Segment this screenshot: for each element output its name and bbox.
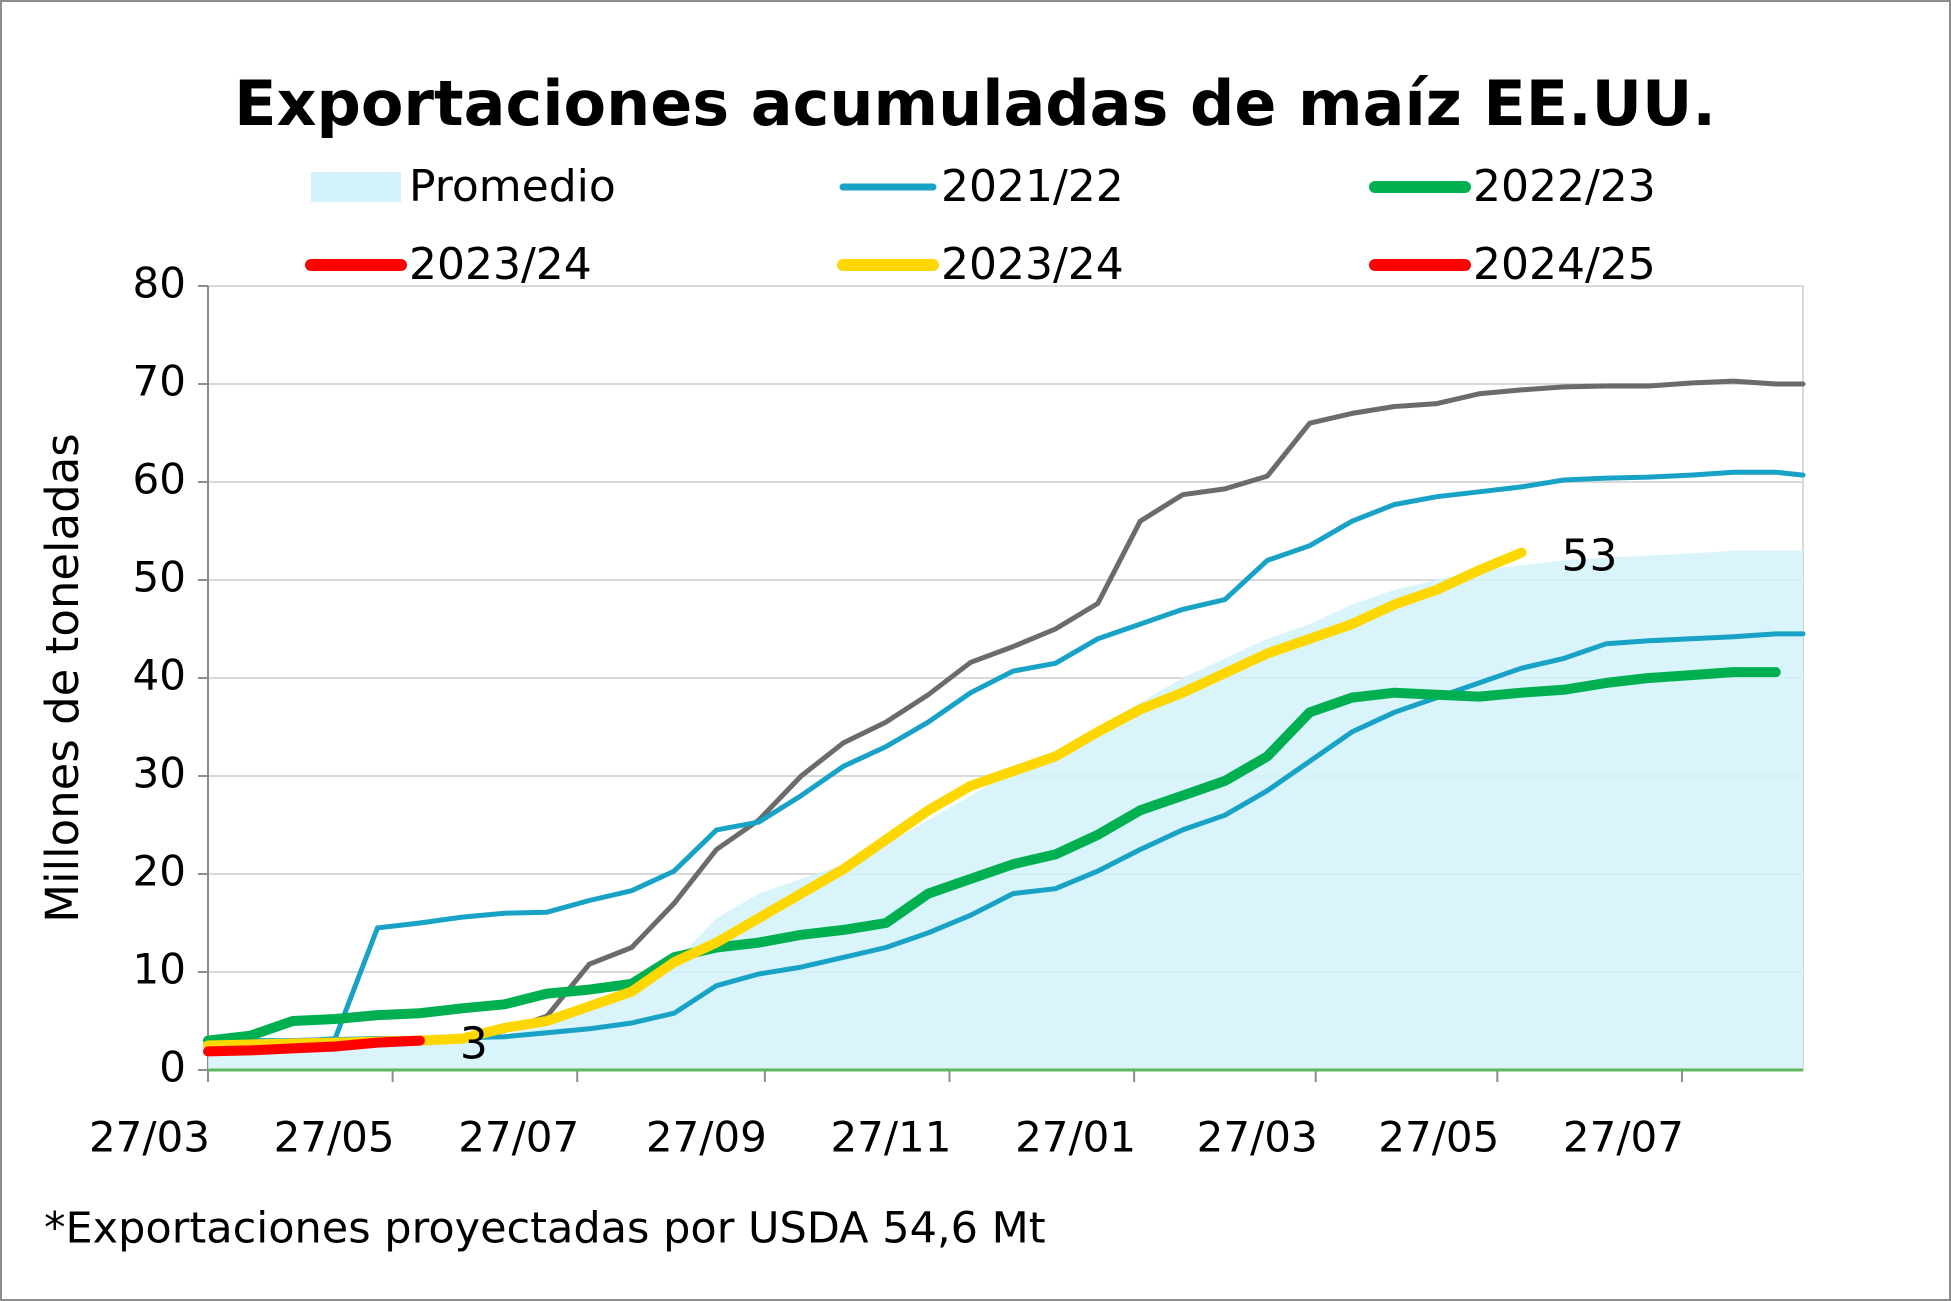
y-axis-label: Millones de toneladas (36, 433, 89, 922)
line (203, 547, 1527, 1051)
legend-label: 2021/22 (941, 161, 1124, 212)
legend-swatch (311, 172, 401, 202)
x-tick-label: 27/01 (1015, 1113, 1136, 1162)
line (205, 469, 1806, 1048)
x-tick-label: 27/11 (830, 1113, 951, 1162)
area (208, 550, 1803, 1070)
y-tick-label: 50 (133, 553, 186, 602)
legend-label: Promedio (409, 161, 616, 212)
y-tick-label: 0 (159, 1043, 186, 1092)
line (203, 1035, 425, 1057)
legend-label: 2022/23 (1473, 161, 1656, 212)
legend-label: 2024/25 (1473, 239, 1656, 290)
value-label: 53 (1562, 531, 1618, 582)
x-tick-label: 27/03 (89, 1113, 210, 1162)
y-tick-label: 80 (133, 259, 186, 308)
footnote: *Exportaciones proyectadas por USDA 54,6… (44, 1204, 1046, 1254)
legend-label: 2023/24 (941, 239, 1124, 290)
line (203, 667, 1781, 1046)
y-tick-label: 20 (133, 847, 186, 896)
chart-title: Exportaciones acumuladas de maíz EE.UU. (234, 67, 1716, 140)
y-tick-label: 30 (133, 749, 186, 798)
y-tick-label: 60 (133, 455, 186, 504)
x-tick-label: 27/03 (1197, 1113, 1318, 1162)
y-tick-label: 70 (133, 357, 186, 406)
y-tick-label: 10 (133, 945, 186, 994)
value-label: 3 (460, 1019, 488, 1070)
x-tick-label: 27/09 (646, 1113, 767, 1162)
x-tick-label: 27/05 (1378, 1113, 1499, 1162)
y-tick-label: 40 (133, 651, 186, 700)
x-tick-label: 27/05 (274, 1113, 395, 1162)
x-tick-label: 27/07 (1563, 1113, 1684, 1162)
x-tick-label: 27/07 (458, 1113, 579, 1162)
legend-label: 2023/24 (409, 239, 592, 290)
